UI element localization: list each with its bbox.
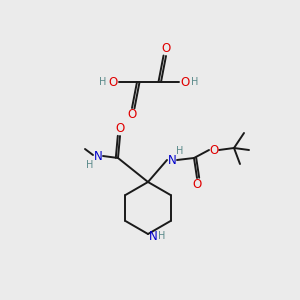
Text: O: O (161, 43, 171, 56)
Text: N: N (148, 230, 158, 242)
Text: O: O (116, 122, 124, 136)
Text: O: O (209, 143, 219, 157)
Text: O: O (128, 109, 136, 122)
Text: O: O (192, 178, 202, 191)
Text: H: H (86, 160, 94, 170)
Text: H: H (158, 231, 166, 241)
Text: N: N (168, 154, 176, 166)
Text: N: N (94, 149, 102, 163)
Text: H: H (176, 146, 184, 156)
Text: O: O (180, 76, 190, 88)
Text: H: H (191, 77, 199, 87)
Text: H: H (99, 77, 107, 87)
Text: O: O (108, 76, 118, 88)
